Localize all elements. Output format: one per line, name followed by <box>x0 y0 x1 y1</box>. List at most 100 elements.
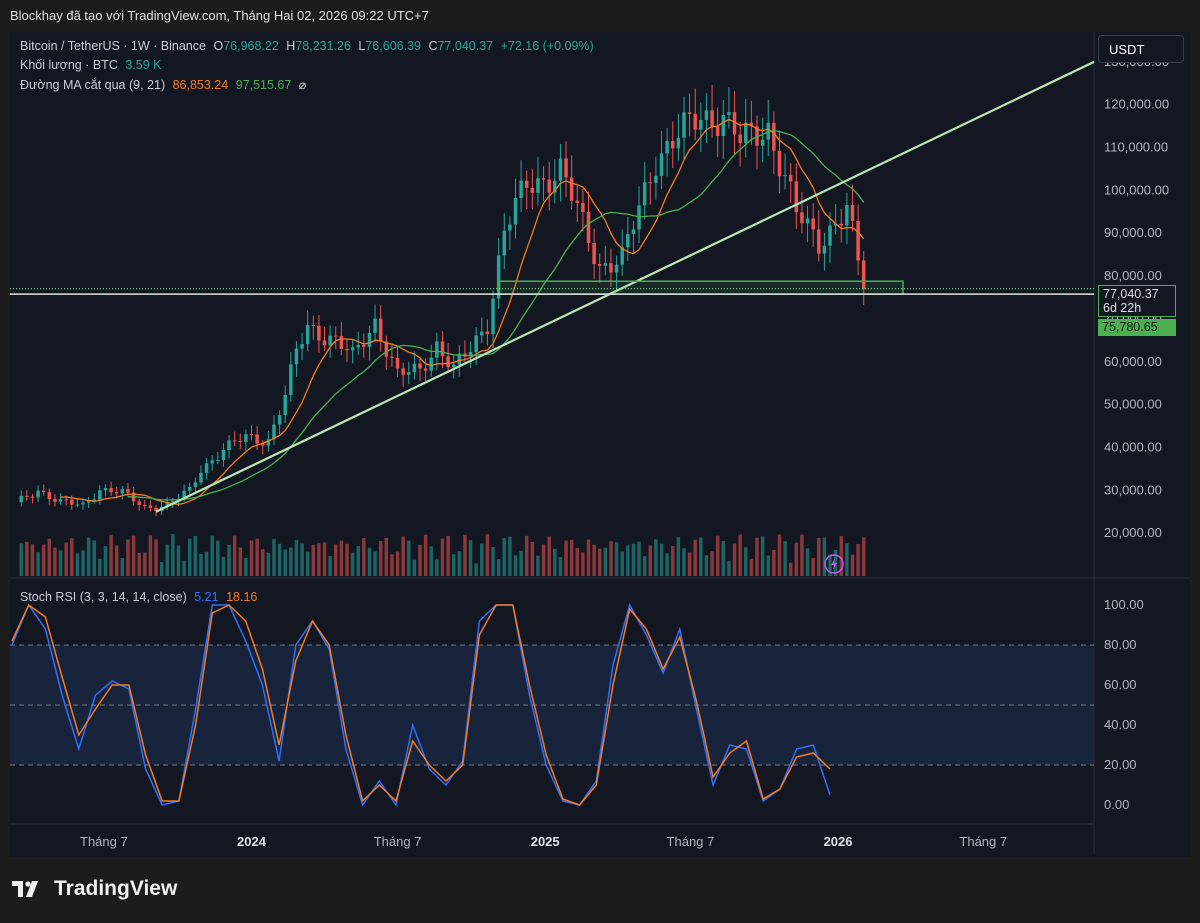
candle-body <box>64 499 68 501</box>
price-tick-label: 20,000.00 <box>1104 525 1162 540</box>
candle-body <box>777 150 782 177</box>
candle-body <box>659 153 664 176</box>
tradingview-logo[interactable]: TradingView <box>12 877 177 901</box>
stoch-rsi-d-value: 18.16 <box>226 590 258 604</box>
volume-bar <box>294 539 299 576</box>
candle-body <box>457 353 462 365</box>
currency-button[interactable]: USDT <box>1098 35 1184 63</box>
time-tick-label: Tháng 7 <box>667 834 715 849</box>
candle-body <box>480 331 484 336</box>
volume-bar <box>648 545 653 576</box>
stoch-rsi-label[interactable]: Stoch RSI (3, 3, 14, 14, close) <box>20 590 187 604</box>
volume-bar <box>845 543 849 576</box>
candle-body <box>558 158 563 181</box>
volume-bar <box>783 541 787 576</box>
volume-bar <box>204 551 209 576</box>
volume-bar <box>148 535 153 576</box>
volume-bar <box>367 547 372 576</box>
volume-bar <box>277 543 282 576</box>
candle-body <box>788 175 793 182</box>
volume-bar <box>53 547 57 576</box>
volume-bar <box>569 539 574 576</box>
volume-bar <box>423 534 428 576</box>
volume-bar <box>334 544 338 576</box>
candle-body <box>822 245 827 254</box>
volume-bar <box>47 538 52 576</box>
price-tick-label: 40,000.00 <box>1104 439 1162 454</box>
low-value: 76,606.39 <box>365 39 421 53</box>
volume-value: 3.59 K <box>125 58 162 72</box>
candle-body <box>199 472 203 483</box>
candle-body <box>485 331 490 335</box>
ma-slow-line <box>127 129 865 501</box>
volume-bar <box>811 557 815 576</box>
candle-body <box>25 495 29 497</box>
volume-bar <box>491 546 495 576</box>
close-label: C <box>428 39 438 53</box>
volume-bar <box>350 552 355 576</box>
volume-bar <box>772 549 776 576</box>
volume-bar <box>603 547 608 576</box>
volume-bar <box>362 537 366 576</box>
volume-bar <box>671 546 675 576</box>
candle-body <box>109 488 113 493</box>
candle-body <box>41 490 46 493</box>
last-price-tag: 77,040.37 6d 22h <box>1098 285 1176 317</box>
price-tick-label: 90,000.00 <box>1104 225 1162 240</box>
volume-bar <box>165 544 170 576</box>
volume-bar <box>637 541 641 576</box>
volume-bar <box>626 545 630 576</box>
close-value: 77,040.37 <box>437 39 494 53</box>
volume-legend[interactable]: Khối lượng · BTC 3.59 K <box>20 58 165 72</box>
volume-bar <box>721 541 726 576</box>
volume-bar <box>586 539 591 576</box>
candle-body <box>86 500 91 503</box>
volume-bar <box>474 563 478 576</box>
symbol-name[interactable]: Bitcoin / TetherUS · 1W · Binance <box>20 39 206 53</box>
candle-body <box>654 175 658 183</box>
candle-body <box>423 368 428 371</box>
volume-bar <box>704 555 709 576</box>
symbol-legend[interactable]: Bitcoin / TetherUS · 1W · Binance O76,96… <box>20 39 598 53</box>
ma-cross-legend[interactable]: Đường MA cắt qua (9, 21) 86,853.24 97,51… <box>20 77 310 92</box>
volume-bar <box>305 551 310 576</box>
candle-body <box>70 499 74 505</box>
volume-bar <box>232 535 237 576</box>
volume-bar <box>120 558 125 576</box>
candle-body <box>300 344 304 349</box>
volume-bar <box>131 535 136 576</box>
candle-body <box>148 505 153 508</box>
volume-bar <box>468 540 473 576</box>
volume-bar <box>339 540 344 576</box>
candle-body <box>418 363 422 369</box>
volume-bar <box>805 548 810 576</box>
low-label: L <box>358 39 366 53</box>
volume-bar <box>614 542 619 576</box>
candle-body <box>760 139 765 146</box>
volume-bar <box>70 538 74 576</box>
volume-bar <box>384 537 389 576</box>
chart-panel[interactable]: 20,000.00 30,000.00 40,000.00 50,000.00 60,0… <box>10 32 1190 857</box>
stoch-rsi-legend[interactable]: Stoch RSI (3, 3, 14, 14, close) 5.21 18.… <box>20 590 261 604</box>
candle-body <box>435 341 439 358</box>
volume-label[interactable]: Khối lượng · BTC <box>20 58 118 72</box>
volume-bar <box>289 547 293 576</box>
candle-body <box>165 502 170 507</box>
candle-body <box>845 205 849 226</box>
volume-bar <box>463 534 467 576</box>
volume-bar <box>850 554 855 576</box>
chart-canvas[interactable]: 20,000.00 30,000.00 40,000.00 50,000.00 60,0… <box>10 32 1190 857</box>
time-tick-label: 2024 <box>237 834 267 849</box>
candle-body <box>833 223 838 226</box>
candle-body <box>530 187 535 193</box>
candle-body <box>305 324 310 345</box>
volume-bar <box>519 550 523 576</box>
ma-cross-label[interactable]: Đường MA cắt qua (9, 21) <box>20 78 166 92</box>
candle-body <box>715 126 720 136</box>
volume-bar <box>154 539 158 576</box>
volume-bar <box>788 562 793 576</box>
candle-body <box>704 110 709 120</box>
volume-bar <box>861 537 866 576</box>
time-tick-label: Tháng 7 <box>374 834 422 849</box>
empty-set-icon[interactable]: ⌀ <box>298 78 307 92</box>
